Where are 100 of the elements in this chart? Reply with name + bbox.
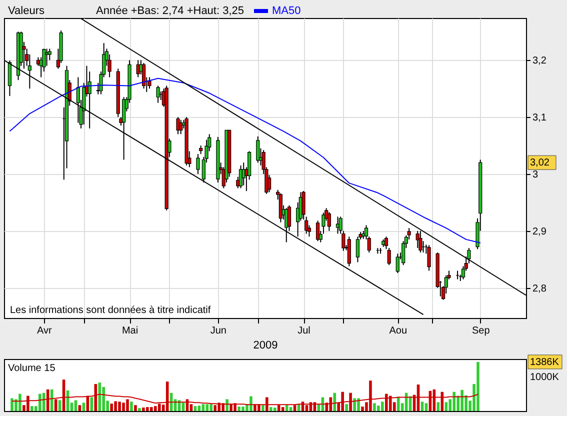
bar <box>78 405 82 411</box>
bar <box>150 407 153 411</box>
bar <box>74 400 78 411</box>
candlestick <box>302 190 306 220</box>
bar <box>118 402 121 411</box>
bar <box>10 398 14 411</box>
annotation: Les informations sont données à titre indicatif <box>10 305 211 316</box>
candlestick <box>322 212 326 234</box>
bar <box>18 394 22 411</box>
bar <box>198 406 201 411</box>
bar <box>242 406 244 411</box>
bar <box>460 390 464 411</box>
candlestick <box>407 228 411 240</box>
y-tick-label: 2,8 <box>532 283 547 294</box>
bar <box>138 408 141 411</box>
chart-title: Valeurs <box>8 5 45 17</box>
bar <box>377 406 380 411</box>
candlestick <box>418 230 422 254</box>
chart-subtitle: Année +Bas: 2,74 +Haut: 3,25 <box>96 5 244 17</box>
candlestick <box>122 96 126 160</box>
bar <box>182 402 185 411</box>
text: 1000K <box>530 372 560 384</box>
x-axis-title: 2009 <box>253 340 278 352</box>
x-tick-label: Avr <box>37 326 53 336</box>
bar <box>381 402 384 411</box>
bar <box>82 402 86 411</box>
y-tick-label: 3 <box>532 169 538 180</box>
bar <box>420 402 424 411</box>
bar <box>262 405 264 411</box>
candlestick <box>427 244 431 272</box>
candlestick <box>278 192 282 223</box>
bar <box>289 407 292 411</box>
bar <box>285 405 288 411</box>
candlestick <box>238 164 243 189</box>
bar <box>436 402 440 411</box>
bar <box>122 402 125 411</box>
candlestick <box>156 85 160 104</box>
bar <box>30 406 34 411</box>
bar <box>452 392 456 411</box>
x-tick-label: Jul <box>298 326 310 336</box>
bar <box>142 408 145 411</box>
text: 3,02 <box>530 158 550 169</box>
bar <box>238 406 240 411</box>
text: 1386K <box>530 356 560 368</box>
bar <box>273 408 276 411</box>
bar <box>146 407 149 411</box>
x-tick-label: Aou <box>389 326 408 336</box>
candlestick <box>316 220 320 242</box>
candlestick <box>196 154 200 174</box>
bar <box>476 362 480 411</box>
y-tick-label: 3,1 <box>532 112 547 124</box>
y-tick-label: 3,2 <box>532 56 547 67</box>
bar <box>373 403 376 411</box>
bar <box>130 402 133 411</box>
bar <box>281 407 284 411</box>
bar <box>353 398 356 411</box>
chart-title: Volume 15 <box>8 363 56 374</box>
bar <box>226 399 228 411</box>
x-tick-label: Mai <box>122 326 138 336</box>
bar <box>194 406 197 411</box>
bar <box>58 400 62 411</box>
bar <box>357 398 360 411</box>
candlestick <box>338 216 342 234</box>
bar <box>98 382 102 411</box>
bar <box>333 392 336 411</box>
x-tick-label: Sep <box>472 326 490 336</box>
x-tick-label: Jun <box>210 326 226 336</box>
candlestick <box>142 62 146 90</box>
candlestick <box>304 216 308 234</box>
bar <box>202 404 205 411</box>
candlestick <box>396 253 400 274</box>
bar <box>114 401 117 411</box>
bar <box>102 386 105 411</box>
candlestick <box>347 236 351 267</box>
bar <box>444 402 448 411</box>
bar <box>424 403 428 411</box>
candlestick <box>387 247 391 266</box>
candlestick <box>176 116 180 135</box>
candlestick <box>327 212 331 232</box>
candlestick <box>384 236 388 250</box>
candlestick <box>342 230 346 252</box>
candlestick <box>336 216 340 234</box>
candlestick <box>148 76 152 90</box>
bar <box>110 404 113 411</box>
bar <box>134 405 137 411</box>
candlestick <box>256 136 260 164</box>
bar <box>250 396 252 411</box>
bar <box>38 394 42 411</box>
bar <box>206 404 209 411</box>
candlestick <box>416 230 420 248</box>
candlestick <box>179 119 183 135</box>
bar <box>154 406 157 411</box>
bar <box>269 407 272 411</box>
legend-label: MA50 <box>272 5 301 17</box>
candlestick <box>356 236 360 263</box>
y-tick-label: 2,9 <box>532 226 547 238</box>
bar <box>210 404 213 411</box>
bar <box>345 404 348 411</box>
candlestick <box>44 48 49 66</box>
bar <box>42 392 46 411</box>
